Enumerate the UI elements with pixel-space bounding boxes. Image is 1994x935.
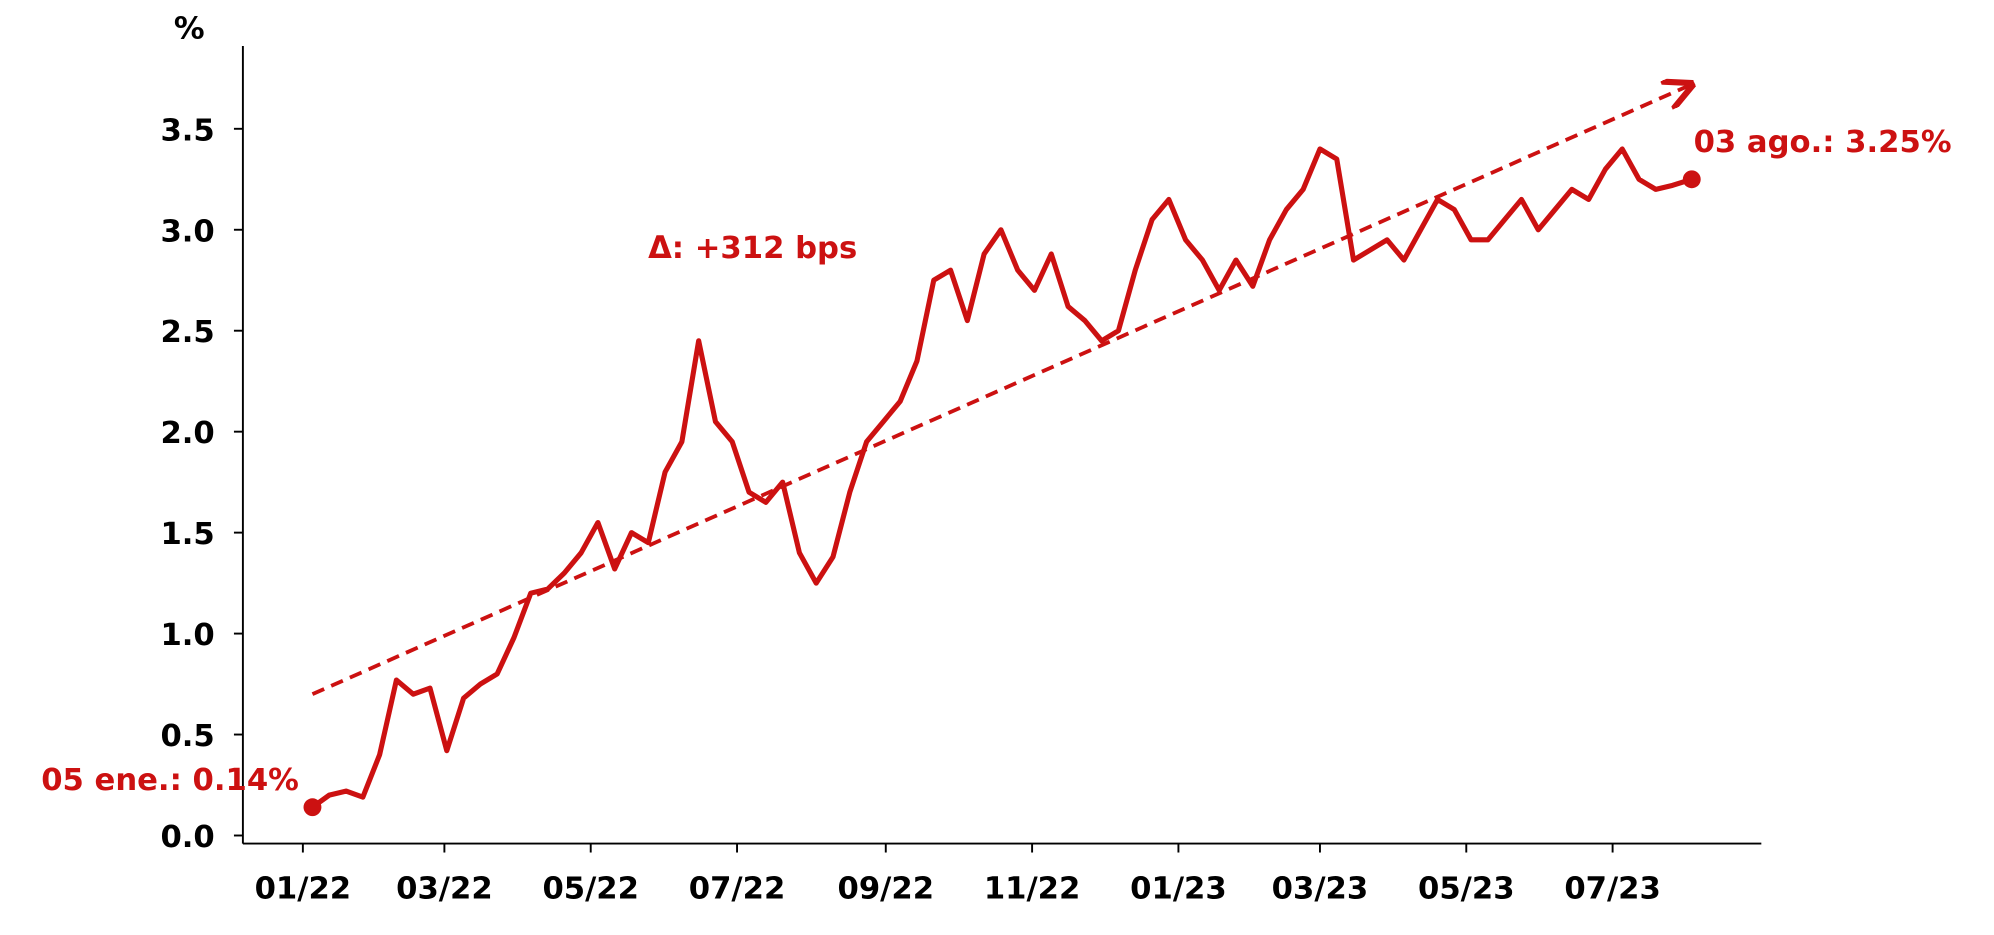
end-label: 03 ago.: 3.25% — [1694, 125, 1952, 160]
y-tick-label: 0.5 — [160, 719, 214, 754]
trend-arrow — [311, 84, 1691, 696]
y-tick-label: 3.5 — [160, 113, 214, 148]
y-tick-label: 2.0 — [160, 416, 214, 451]
y-tick-label: 3.0 — [160, 214, 214, 249]
y-tick-label: 2.5 — [160, 315, 214, 350]
delta-label: Δ: +312 bps — [648, 231, 857, 266]
y-tick-label: 1.0 — [160, 618, 214, 653]
y-tick-label: 0.0 — [160, 820, 214, 855]
y-axis-label: % — [174, 11, 205, 46]
endpoint-dot — [1682, 170, 1701, 189]
x-tick-label: 09/22 — [838, 872, 935, 907]
x-tick-label: 03/22 — [396, 872, 493, 907]
x-tick-label: 07/23 — [1564, 872, 1661, 907]
x-tick-label: 01/23 — [1130, 872, 1227, 907]
x-tick-label: 03/23 — [1272, 872, 1369, 907]
endpoint-dot — [303, 798, 322, 817]
x-tick-label: 05/22 — [542, 872, 639, 907]
x-tick-label: 01/22 — [255, 872, 352, 907]
y-tick-label: 1.5 — [160, 517, 214, 552]
x-tick-label: 05/23 — [1418, 872, 1515, 907]
x-tick-label: 11/22 — [984, 872, 1081, 907]
x-tick-label: 07/22 — [689, 872, 786, 907]
line — [310, 146, 1693, 810]
start-label: 05 ene.: 0.14% — [41, 763, 299, 798]
